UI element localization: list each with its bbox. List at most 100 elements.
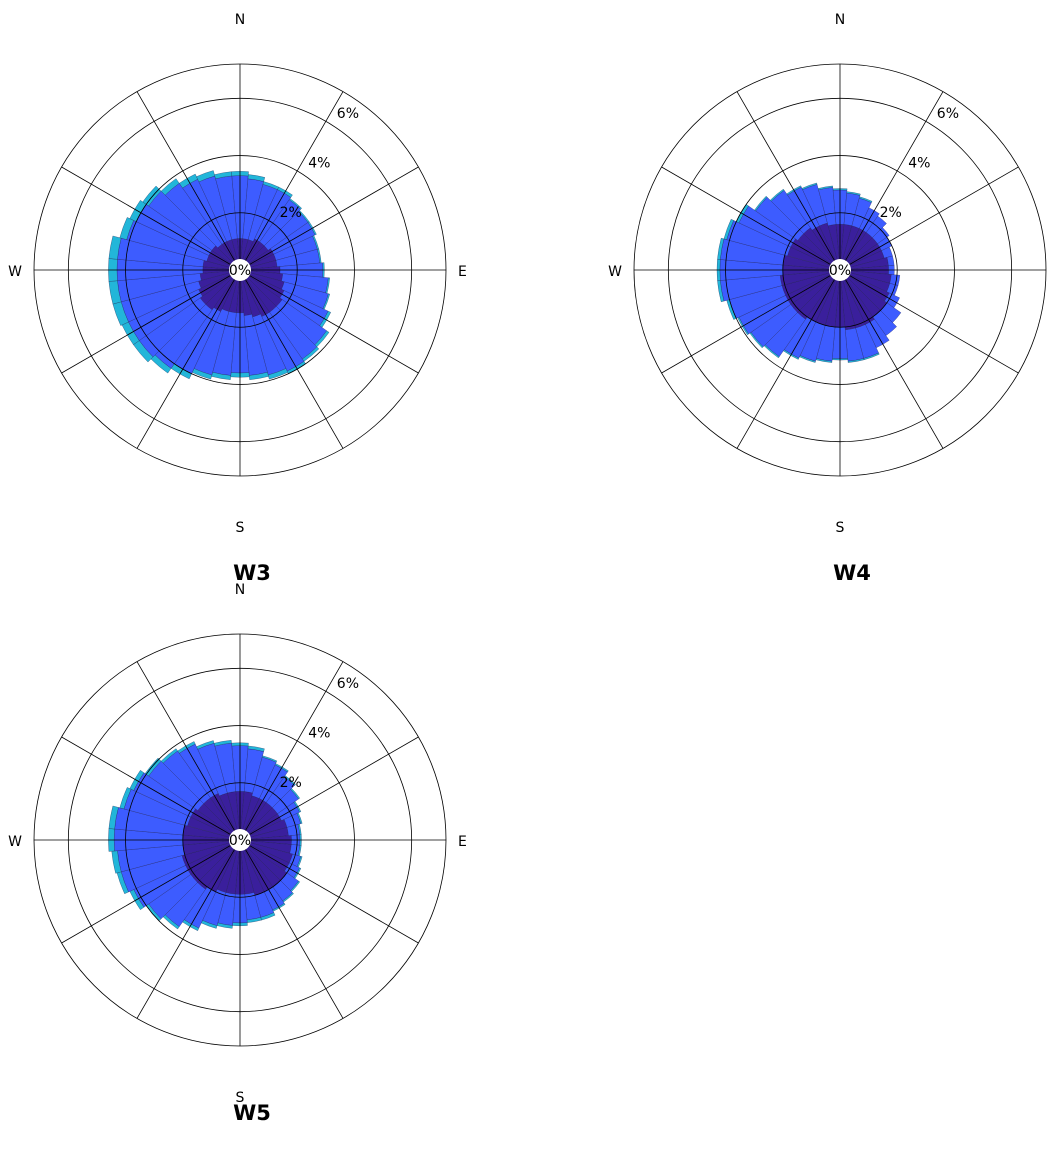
radial-tick-label-2: 2% bbox=[280, 205, 302, 221]
chart-title: W3 bbox=[233, 561, 271, 585]
radial-tick-label-2: 2% bbox=[280, 775, 302, 791]
windrose-bar-s2-d34 bbox=[801, 182, 818, 190]
center-hole bbox=[229, 829, 251, 851]
direction-label-n: N bbox=[835, 12, 845, 28]
spoke-60 bbox=[839, 166, 1019, 271]
windrose-bars bbox=[108, 739, 303, 932]
radial-tick-label-0: 0% bbox=[829, 263, 851, 279]
windrose-bar-s2-d29 bbox=[723, 218, 735, 240]
polar-grid bbox=[633, 63, 1047, 477]
radial-tick-label-6: 6% bbox=[937, 106, 959, 122]
radial-tick-label-6: 6% bbox=[337, 106, 359, 122]
windrose-bar-s1-d5 bbox=[872, 227, 890, 245]
windrose-bar-s2-d28 bbox=[108, 235, 122, 260]
spoke-300 bbox=[61, 736, 241, 841]
radial-tick-label-4: 4% bbox=[308, 156, 330, 172]
windrose-bar-s2-d4 bbox=[288, 198, 303, 210]
spoke-120 bbox=[239, 839, 419, 944]
windrose-bars bbox=[716, 182, 902, 363]
spoke-330 bbox=[136, 91, 241, 271]
windrose-panel-w5: N E S W 0% 2% 4% 6% W5 bbox=[8, 582, 467, 1125]
windrose-bar-s2-d16 bbox=[267, 368, 289, 380]
windrose-bar-s2-d4 bbox=[283, 775, 296, 786]
direction-label-s: S bbox=[836, 520, 845, 536]
radial-tick-label-4: 4% bbox=[308, 726, 330, 742]
windrose-bar-s2-d31 bbox=[754, 195, 768, 212]
spoke-330 bbox=[136, 661, 241, 841]
windrose-panel-w3: N E S W 0% 2% 4% 6% W3 bbox=[8, 12, 467, 585]
spoke-240 bbox=[661, 269, 841, 374]
windrose-bar-s2-d1 bbox=[846, 191, 861, 196]
windrose-bar-s2-d35 bbox=[214, 171, 233, 180]
spoke-210 bbox=[136, 269, 241, 449]
spoke-330 bbox=[736, 91, 841, 271]
windrose-bar-s2-d17 bbox=[847, 358, 865, 363]
direction-label-w: W bbox=[8, 264, 22, 280]
windrose-bar-s2-d34 bbox=[196, 170, 216, 183]
polar-grid bbox=[33, 633, 447, 1047]
radial-tick-label-0: 0% bbox=[229, 833, 251, 849]
spoke-240 bbox=[61, 839, 241, 944]
direction-label-e: E bbox=[458, 264, 467, 280]
direction-label-n: N bbox=[235, 12, 245, 28]
windrose-bars bbox=[108, 170, 332, 381]
windrose-bar-s2-d2 bbox=[261, 755, 278, 763]
spoke-300 bbox=[61, 166, 241, 271]
direction-label-e: E bbox=[458, 834, 467, 850]
direction-label-s: S bbox=[236, 520, 245, 536]
windrose-bar-s2-d2 bbox=[858, 196, 873, 203]
windrose-bar-s2-d31 bbox=[142, 185, 162, 207]
windrose-bar-s2-d1 bbox=[247, 174, 266, 182]
spoke-30 bbox=[839, 91, 944, 271]
spoke-240 bbox=[61, 269, 241, 374]
spoke-150 bbox=[239, 839, 344, 1019]
windrose-bar-s2-d29 bbox=[119, 787, 132, 810]
radial-tick-label-6: 6% bbox=[337, 676, 359, 692]
spoke-60 bbox=[239, 166, 419, 271]
windrose-bar-s2-d31 bbox=[144, 757, 162, 777]
chart-title: W5 bbox=[233, 1101, 271, 1125]
spoke-30 bbox=[239, 91, 344, 271]
spoke-210 bbox=[736, 269, 841, 449]
radial-tick-label-2: 2% bbox=[880, 205, 902, 221]
windrose-bar-s2-d32 bbox=[160, 178, 180, 196]
spoke-150 bbox=[839, 269, 944, 449]
windrose-bar-s2-d32 bbox=[769, 188, 785, 202]
spoke-210 bbox=[136, 839, 241, 1019]
windrose-bar-s1-d3 bbox=[859, 207, 880, 233]
windrose-bar-s2-d7 bbox=[296, 812, 303, 825]
radial-tick-label-4: 4% bbox=[908, 156, 930, 172]
spoke-150 bbox=[239, 269, 344, 449]
windrose-bar-s2-d28 bbox=[717, 237, 725, 260]
spoke-30 bbox=[239, 661, 344, 841]
radial-tick-label-0: 0% bbox=[229, 263, 251, 279]
center-hole bbox=[829, 259, 851, 281]
spoke-120 bbox=[239, 269, 419, 374]
center-hole bbox=[229, 259, 251, 281]
windrose-bar-s2-d35 bbox=[213, 739, 232, 747]
direction-label-n: N bbox=[235, 582, 245, 598]
direction-label-w: W bbox=[608, 264, 622, 280]
polar-labels: N E S W 0% 2% 4% 6% bbox=[8, 12, 467, 536]
windrose-bar-s2-d17 bbox=[248, 371, 269, 381]
windrose-bar-s2-d5 bbox=[290, 788, 301, 800]
windrose-bar-s2-d28 bbox=[108, 805, 119, 830]
direction-label-s: S bbox=[236, 1090, 245, 1106]
windrose-bar-s1-d8 bbox=[886, 255, 895, 267]
chart-title: W4 bbox=[833, 561, 871, 585]
windrose-bar-s1-d4 bbox=[865, 215, 887, 238]
spoke-300 bbox=[661, 166, 841, 271]
windrose-bar-s2-d35 bbox=[817, 185, 834, 191]
windrose-bar-s2-d1 bbox=[247, 745, 265, 752]
spoke-60 bbox=[239, 736, 419, 841]
spoke-120 bbox=[839, 269, 1019, 374]
polar-labels: N E S W 0% 2% 4% 6% bbox=[8, 582, 467, 1106]
windrose-bar-s2-d32 bbox=[160, 748, 178, 764]
direction-label-w: W bbox=[8, 834, 22, 850]
polar-grid bbox=[33, 63, 447, 477]
windrose-bar-s2-d29 bbox=[119, 217, 135, 240]
windrose-bar-s2-d34 bbox=[196, 740, 215, 750]
